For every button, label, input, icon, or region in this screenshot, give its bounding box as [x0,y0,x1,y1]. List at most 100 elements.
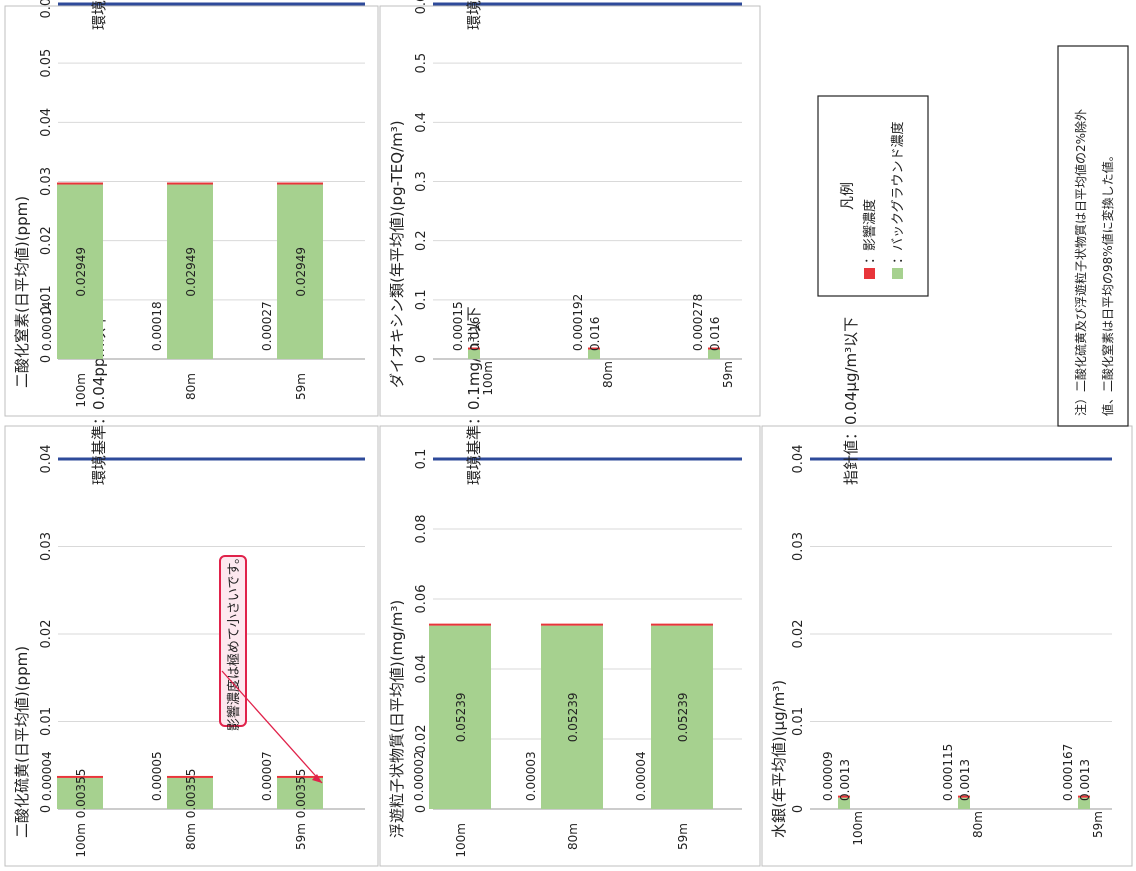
no2-standard-label: 環境基準：0.04～0.06ppm以下 [90,0,108,30]
no2-tick-label: 0.05 [39,49,54,78]
spm-tick-label: 0 [414,805,429,813]
spm-influence-value-label: 0.00003 [524,751,538,801]
spm-tick-label: 0.04 [414,655,429,684]
no2-tick-label: 0 [39,355,54,363]
dioxin-tick-label: 0.2 [414,230,429,251]
so2-tick-label: 0.01 [39,707,54,736]
spm-tick-label: 0.08 [414,515,429,544]
legend-title: 凡例 [840,182,856,210]
no2-influence-value-label: 0.00014 [40,301,54,351]
no2-tick-label: 0.06 [39,0,54,18]
spm-background-value-label: 0.05239 [454,693,468,743]
dioxin-background-value-label: 0.016 [468,317,482,351]
so2-tick-label: 0 [39,805,54,813]
spm-influence-value-label: 0.00004 [634,751,648,801]
spm-category-label: 59m [676,823,690,850]
so2-category-label: 59m [294,823,308,850]
dioxin-tick-label: 0.3 [414,171,429,192]
hg-influence-value-label: 0.000115 [941,744,955,801]
so2-tick-label: 0.04 [39,445,54,474]
legend-swatch-influence [864,268,875,279]
spm-bar-influence [541,624,603,626]
hg-tick-label: 0 [791,805,806,813]
so2-influence-value-label: 0.00007 [260,751,274,801]
no2-bar-influence [167,183,213,185]
spm-category-label: 100m [454,823,468,858]
no2-background-value-label: 0.02949 [294,247,308,297]
hg-tick-label: 0.04 [791,445,806,474]
dioxin-tick-label: 0.1 [414,289,429,310]
dioxin-background-value-label: 0.016 [708,317,722,351]
spm-tick-label: 0.02 [414,725,429,754]
no2-category-label: 100m [74,373,88,408]
so2-category-label: 100m [74,823,88,858]
so2-background-value-label: 0.00355 [294,769,308,819]
no2-category-label: 80m [184,373,198,400]
dioxin-category-label: 59m [721,361,735,388]
dioxin-tick-label: 0 [414,355,429,363]
note: 注）二酸化硫黄及び浮遊粒子状物質は日平均値の2%除外 値、二酸化窒素は日平均の9… [1058,46,1128,426]
no2-influence-value-label: 0.00027 [260,301,274,351]
dioxin-category-label: 80m [601,361,615,388]
legend-swatch-background [892,268,903,279]
hg-influence-value-label: 0.00009 [821,751,835,801]
spm-tick-label: 0.06 [414,585,429,614]
dioxin-tick-label: 0.4 [414,112,429,133]
hg-category-label: 100m [851,811,865,846]
spm-category-label: 80m [566,823,580,850]
so2-category-label: 80m [184,823,198,850]
spm-background-value-label: 0.05239 [566,693,580,743]
legend-label-influence: ：影響濃度 [862,199,878,264]
so2-background-value-label: 0.00355 [184,769,198,819]
no2-title: 二酸化窒素(日平均値)(ppm) [13,196,31,388]
hg-standard-label: 指針値：0.04μg/m³以下 [842,317,860,485]
spm-bar-influence [429,624,491,626]
dioxin-influence-value-label: 0.000192 [571,294,585,351]
legend-box [818,96,928,296]
hg-influence-value-label: 0.000167 [1061,744,1075,801]
so2-tick-label: 0.03 [39,532,54,561]
no2-bar-influence [277,183,323,185]
no2-tick-label: 0.02 [39,226,54,255]
dioxin-standard-label: 環境基準：0.6pg-TEQ/m³以下 [465,0,483,30]
so2-background-value-label: 0.00355 [74,769,88,819]
panel-frame-dioxin [380,6,760,416]
dioxin-tick-label: 0.6 [414,0,429,14]
hg-tick-label: 0.03 [791,532,806,561]
spm-influence-value-label: 0.00002 [412,751,426,801]
spm-bar-influence [651,624,713,626]
hg-title: 水銀(年平均値)(μg/m³) [770,680,788,838]
dioxin-background-value-label: 0.016 [588,317,602,351]
note-line-1: 注）二酸化硫黄及び浮遊粒子状物質は日平均値の2%除外 [1073,109,1088,416]
hg-tick-label: 0.02 [791,620,806,649]
so2-influence-value-label: 0.00004 [40,751,54,801]
no2-category-label: 59m [294,373,308,400]
note-line-2: 値、二酸化窒素は日平均の98%値に変換した値。 [1100,149,1115,416]
so2-influence-value-label: 0.00005 [150,751,164,801]
so2-title: 二酸化硫黄(日平均値)(ppm) [13,646,31,838]
no2-bar-influence [57,183,103,185]
hg-background-value-label: 0.0013 [1078,759,1092,801]
dioxin-title: ダイオキシン類(年平均値)(pg-TEQ/m³) [388,120,406,388]
no2-tick-label: 0.04 [39,108,54,137]
so2-tick-label: 0.02 [39,620,54,649]
dioxin-influence-value-label: 0.00015 [451,301,465,351]
spm-tick-label: 0.1 [414,449,429,470]
dioxin-tick-label: 0.5 [414,53,429,74]
dioxin-influence-value-label: 0.000278 [691,294,705,351]
note-box [1058,46,1128,426]
dioxin-category-label: 100m [481,361,495,396]
hg-background-value-label: 0.0013 [958,759,972,801]
callout-text: 影響濃度は極めて小さいです。 [226,551,242,731]
no2-tick-label: 0.03 [39,167,54,196]
no2-influence-value-label: 0.00018 [150,301,164,351]
hg-tick-label: 0.01 [791,707,806,736]
hg-category-label: 59m [1091,811,1105,838]
hg-background-value-label: 0.0013 [838,759,852,801]
legend: 凡例 ：影響濃度 ：バックグラウンド濃度 [818,96,928,296]
no2-background-value-label: 0.02949 [184,247,198,297]
spm-background-value-label: 0.05239 [676,693,690,743]
legend-label-background: ：バックグラウンド濃度 [890,122,906,264]
spm-title: 浮遊粒子状物質(日平均値)(mg/m³) [388,600,406,838]
